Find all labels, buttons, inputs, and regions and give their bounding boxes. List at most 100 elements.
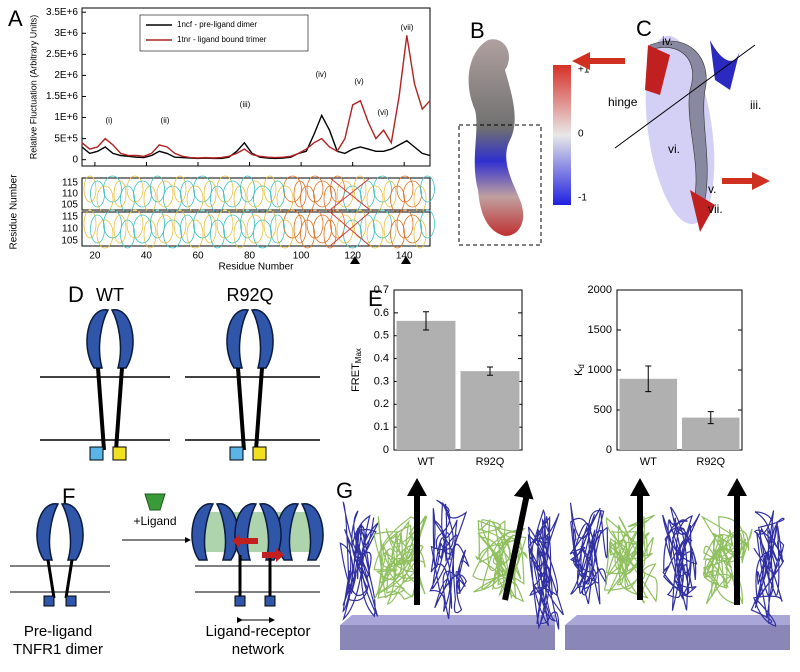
y-tick-label: 0 <box>383 444 389 456</box>
y-tick-label: 1.5E+6 <box>46 91 78 102</box>
error-bar <box>487 366 493 376</box>
contour <box>313 214 332 244</box>
protein <box>339 501 379 621</box>
panel-label: C <box>636 16 652 41</box>
contour <box>193 175 212 203</box>
marker-triangle <box>350 256 360 264</box>
annotation: (i) <box>105 116 112 125</box>
y-axis-label: FRETMax <box>350 348 363 392</box>
panel-label: B <box>470 18 485 43</box>
x-tick-label: WT <box>417 456 434 468</box>
y-axis-label-sub: d <box>577 364 586 368</box>
annotation: (v) <box>354 77 364 86</box>
y-tick-label: 500 <box>594 404 612 416</box>
y-axis-label: Relative Fluctuation (Arbitrary Units) <box>28 15 38 160</box>
contour <box>96 219 114 249</box>
ligand-label: +Ligand <box>133 514 176 528</box>
contour <box>293 214 307 244</box>
force-arrow <box>502 493 530 601</box>
receptor-domain <box>300 503 324 561</box>
selection-box <box>458 124 542 246</box>
marker-triangle <box>401 256 411 264</box>
contour <box>216 209 234 239</box>
molecule <box>468 39 524 236</box>
y-tick-label: 0.6 <box>374 307 389 319</box>
stalk <box>64 559 74 599</box>
contour <box>156 214 174 244</box>
contour <box>246 214 264 244</box>
y-tick-label: 2E+6 <box>54 70 78 81</box>
ligand <box>144 493 166 511</box>
contour <box>83 175 97 203</box>
receptor-domain <box>110 309 134 369</box>
caption: Pre-ligand <box>24 623 92 640</box>
contour <box>103 209 122 239</box>
bar <box>460 371 520 450</box>
contour <box>173 175 187 203</box>
annotation: (vi) <box>377 108 388 117</box>
protein <box>569 502 609 605</box>
ribbon-red <box>690 190 715 232</box>
y-axis-label-main: K <box>573 368 585 376</box>
annotation: (iv) <box>315 70 326 79</box>
contour <box>223 214 242 244</box>
cytoplasmic-domain <box>89 446 104 461</box>
colorbar-label: -1 <box>578 193 587 204</box>
structure-label: vi. <box>668 142 680 156</box>
y-tick-label: 1500 <box>588 324 612 336</box>
contour <box>420 175 435 203</box>
heatmap-tick-label: 115 <box>62 178 78 189</box>
y-tick-label: 0.5 <box>374 330 389 342</box>
x-tick-label: 60 <box>192 251 204 262</box>
legend-label: 1ncf - pre-ligand dimer <box>177 20 257 29</box>
protein <box>472 518 528 603</box>
y-tick-label: 5E+5 <box>54 133 78 144</box>
plot-frame <box>81 7 431 167</box>
structure-label: v. <box>708 182 716 196</box>
contour <box>360 214 375 244</box>
arrow-red <box>722 172 770 190</box>
contour <box>150 209 165 239</box>
protein <box>429 499 470 619</box>
contour <box>396 209 414 239</box>
y-tick-label: 0.4 <box>374 352 389 364</box>
ribbon-blue <box>710 40 740 90</box>
y-axis-label-sub: Max <box>354 348 363 363</box>
stalk <box>96 367 106 451</box>
stalk <box>46 559 56 599</box>
receptor-domain <box>276 503 300 561</box>
y-tick-label: 0 <box>72 154 78 165</box>
ligand-shadow <box>205 512 310 552</box>
contour <box>336 214 354 244</box>
annotation: (iii) <box>240 100 251 109</box>
receptor-label: WT <box>96 285 124 305</box>
stalk <box>114 367 124 451</box>
receptor-domain <box>36 503 60 561</box>
error-bar <box>423 311 429 331</box>
structure-label: hinge <box>608 95 638 109</box>
x-tick-label: 20 <box>89 251 101 262</box>
y-tick-label: 3.5E+6 <box>46 7 78 18</box>
cytoplasmic-domain <box>234 595 246 607</box>
cytoplasmic-domain <box>65 595 77 607</box>
receptor-domain <box>191 503 215 561</box>
contour <box>366 219 384 249</box>
membrane-slab-top <box>340 615 555 625</box>
membrane-slab <box>565 625 790 650</box>
contour <box>223 180 242 208</box>
contour <box>306 209 324 239</box>
receptor-domain <box>60 503 84 561</box>
contour <box>329 211 371 247</box>
contour <box>113 214 127 244</box>
y-axis-label-main: FRET <box>350 363 362 392</box>
contour <box>133 214 152 244</box>
contour <box>283 175 302 203</box>
contour <box>373 175 392 203</box>
receptor-domain <box>226 309 250 369</box>
plot-frame <box>393 289 523 451</box>
receptor-domain <box>250 309 274 369</box>
colorbar-label: +1 <box>578 65 590 76</box>
panel-label: G <box>336 478 353 503</box>
colorbar <box>553 65 571 205</box>
